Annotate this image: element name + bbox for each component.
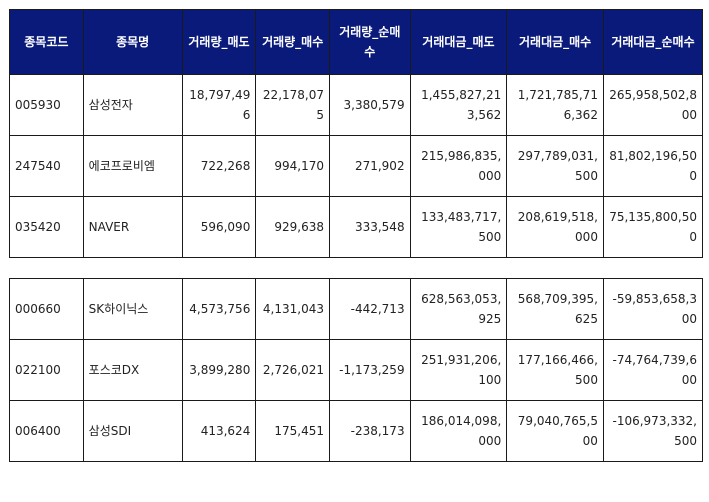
volume-net: 3,380,579	[329, 74, 411, 136]
amount-net: -106,973,332,500	[602, 400, 704, 462]
header-vol-sell: 거래량_매도	[181, 9, 257, 75]
amount-sell: 215,986,835,000	[409, 135, 508, 197]
stock-name: 삼성전자	[82, 74, 183, 136]
amount-net: 75,135,800,500	[602, 196, 704, 258]
amount-net: -74,764,739,600	[602, 339, 704, 401]
stock-name: NAVER	[82, 196, 183, 258]
volume-net: -1,173,259	[329, 339, 411, 401]
volume-buy: 22,178,075	[255, 74, 330, 136]
header-vol-buy: 거래량_매수	[255, 9, 330, 75]
volume-buy: 994,170	[255, 135, 330, 197]
stock-code: 005930	[9, 74, 84, 136]
table-row: 005930 삼성전자 18,797,496 22,178,075 3,380,…	[9, 74, 704, 136]
header-code: 종목코드	[9, 9, 84, 75]
volume-buy: 2,726,021	[255, 339, 330, 401]
stock-code: 035420	[9, 196, 84, 258]
table-row: 000660 SK하이닉스 4,573,756 4,131,043 -442,7…	[9, 278, 704, 340]
volume-net: -442,713	[329, 278, 411, 340]
table-row: 035420 NAVER 596,090 929,638 333,548 133…	[9, 196, 704, 258]
top-trading-table: 종목코드 종목명 거래량_매도 거래량_매수 거래량_순매수 거래대금_매도 거…	[9, 9, 704, 258]
volume-sell: 18,797,496	[181, 74, 257, 136]
volume-sell: 596,090	[181, 196, 257, 258]
table-row: 247540 에코프로비엠 722,268 994,170 271,902 21…	[9, 135, 704, 197]
header-amt-sell: 거래대금_매도	[409, 9, 508, 75]
volume-buy: 4,131,043	[255, 278, 330, 340]
amount-sell: 1,455,827,213,562	[409, 74, 508, 136]
header-amt-net: 거래대금_순매수	[602, 9, 704, 75]
header-row: 종목코드 종목명 거래량_매도 거래량_매수 거래량_순매수 거래대금_매도 거…	[9, 9, 704, 75]
amount-buy: 297,789,031,500	[506, 135, 604, 197]
stock-name: SK하이닉스	[82, 278, 183, 340]
amount-sell: 628,563,053,925	[409, 278, 508, 340]
amount-buy: 177,166,466,500	[506, 339, 604, 401]
header-name: 종목명	[82, 9, 183, 75]
amount-net: 81,802,196,500	[602, 135, 704, 197]
amount-net: -59,853,658,300	[602, 278, 704, 340]
volume-net: 271,902	[329, 135, 411, 197]
amount-sell: 186,014,098,000	[409, 400, 508, 462]
stock-code: 006400	[9, 400, 84, 462]
amount-buy: 79,040,765,500	[506, 400, 604, 462]
amount-buy: 208,619,518,000	[506, 196, 604, 258]
stock-name: 삼성SDI	[82, 400, 183, 462]
volume-buy: 175,451	[255, 400, 330, 462]
header-amt-buy: 거래대금_매수	[506, 9, 604, 75]
stock-code: 022100	[9, 339, 84, 401]
volume-sell: 413,624	[181, 400, 257, 462]
volume-sell: 722,268	[181, 135, 257, 197]
stock-name: 포스코DX	[82, 339, 183, 401]
amount-sell: 251,931,206,100	[409, 339, 508, 401]
volume-net: 333,548	[329, 196, 411, 258]
amount-sell: 133,483,717,500	[409, 196, 508, 258]
bottom-trading-table: 000660 SK하이닉스 4,573,756 4,131,043 -442,7…	[9, 278, 704, 462]
table-row: 006400 삼성SDI 413,624 175,451 -238,173 18…	[9, 400, 704, 462]
amount-net: 265,958,502,800	[602, 74, 704, 136]
amount-buy: 568,709,395,625	[506, 278, 604, 340]
header-vol-net: 거래량_순매수	[329, 9, 411, 75]
volume-net: -238,173	[329, 400, 411, 462]
volume-buy: 929,638	[255, 196, 330, 258]
amount-buy: 1,721,785,716,362	[506, 74, 604, 136]
stock-code: 247540	[9, 135, 84, 197]
volume-sell: 3,899,280	[181, 339, 257, 401]
stock-name: 에코프로비엠	[82, 135, 183, 197]
table-row: 022100 포스코DX 3,899,280 2,726,021 -1,173,…	[9, 339, 704, 401]
volume-sell: 4,573,756	[181, 278, 257, 340]
stock-code: 000660	[9, 278, 84, 340]
